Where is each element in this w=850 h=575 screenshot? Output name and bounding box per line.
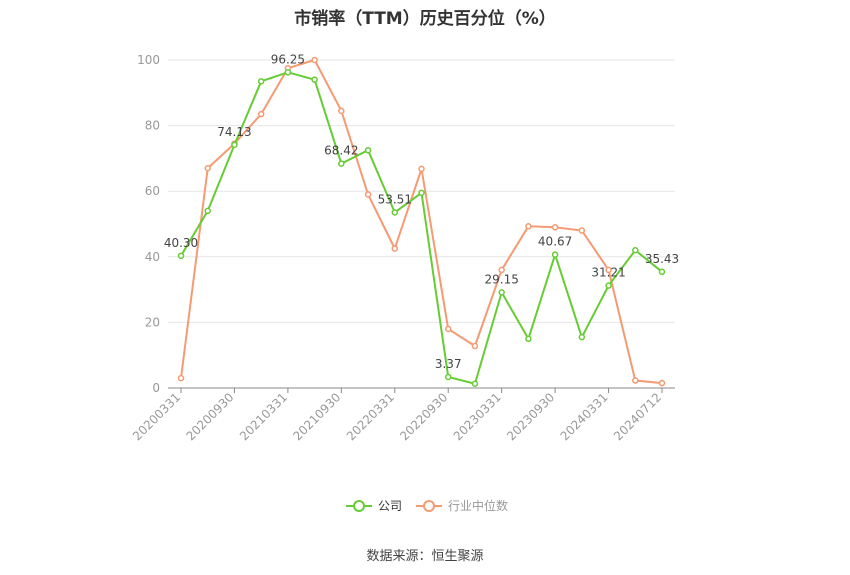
data-point xyxy=(471,342,479,350)
legend-label: 行业中位数 xyxy=(448,498,508,513)
data-point xyxy=(525,223,532,230)
data-label: 96.25 xyxy=(271,52,305,66)
data-point xyxy=(471,380,479,387)
data-point xyxy=(525,335,532,343)
data-label: 3.37 xyxy=(435,357,462,371)
data-point xyxy=(658,268,666,276)
data-point xyxy=(391,209,399,216)
grid-layer xyxy=(168,59,675,389)
x-tick-label: 20200930 xyxy=(183,390,236,443)
data-point xyxy=(204,207,211,215)
data-point xyxy=(257,110,265,118)
x-tick-label: 20230331 xyxy=(451,390,504,443)
data-point xyxy=(658,379,666,387)
x-tick-label: 20240712 xyxy=(611,390,664,443)
data-point xyxy=(551,224,559,231)
data-point xyxy=(444,373,452,381)
x-tick-label: 20210331 xyxy=(237,390,290,443)
data-point xyxy=(498,266,505,274)
data-point xyxy=(284,69,292,76)
series-line-industry xyxy=(180,59,663,385)
legend-marker xyxy=(423,500,435,512)
legend-label: 公司 xyxy=(378,499,402,513)
data-point xyxy=(498,289,505,296)
data-point xyxy=(364,146,372,154)
data-point xyxy=(578,227,586,234)
data-label: 68.42 xyxy=(324,144,358,158)
data-point xyxy=(257,78,265,85)
data-point xyxy=(418,189,425,197)
series-line-company xyxy=(180,71,663,385)
y-tick-label: 40 xyxy=(145,250,160,264)
data-point xyxy=(364,191,372,198)
legend-item-company[interactable]: 公司 xyxy=(346,499,402,513)
legend[interactable]: 公司 行业中位数 xyxy=(346,498,508,513)
x-tick-label: 20240331 xyxy=(558,390,611,443)
y-tick-label: 80 xyxy=(145,119,160,133)
data-label: 35.43 xyxy=(645,252,679,266)
data-point xyxy=(338,107,345,115)
source-note: 数据来源：恒生聚源 xyxy=(366,549,484,564)
data-point xyxy=(311,76,318,83)
chart-title: 市销率（TTM）历史百分位（%） xyxy=(294,9,556,29)
x-tick-label: 20200331 xyxy=(130,390,183,443)
x-tick-label: 20230930 xyxy=(504,390,557,443)
data-point xyxy=(632,377,639,384)
data-point xyxy=(605,282,612,289)
legend-item-industry[interactable]: 行业中位数 xyxy=(416,498,508,513)
data-point xyxy=(444,325,452,333)
data-point xyxy=(551,251,559,258)
y-tick-label: 0 xyxy=(152,381,160,395)
y-tick-label: 60 xyxy=(145,184,160,198)
data-label: 74.13 xyxy=(217,125,251,139)
data-label: 29.15 xyxy=(484,272,518,286)
legend-marker xyxy=(353,500,365,512)
data-point xyxy=(338,160,345,167)
label-layer: 40.30 74.13 96.25 68.42 53.51 3.37 29.15 40.67 3… xyxy=(164,52,679,371)
y-tick-label: 20 xyxy=(145,315,160,329)
data-point xyxy=(578,333,586,341)
data-point xyxy=(605,266,612,274)
data-point xyxy=(311,56,318,64)
data-label: 40.30 xyxy=(164,236,198,250)
data-label: 40.67 xyxy=(538,235,572,249)
data-point xyxy=(177,374,185,382)
data-point xyxy=(632,246,639,254)
data-point xyxy=(177,252,185,260)
data-point xyxy=(204,164,211,172)
x-tick-label: 20220930 xyxy=(397,390,450,443)
data-point xyxy=(418,165,425,173)
data-point xyxy=(231,141,238,149)
data-point xyxy=(391,245,399,252)
x-tick-label: 20220331 xyxy=(344,390,397,443)
x-tick-label: 20210930 xyxy=(290,390,343,443)
series-layer xyxy=(177,56,666,387)
data-label: 31.21 xyxy=(591,266,625,280)
y-tick-label: 100 xyxy=(137,53,160,67)
data-label: 53.51 xyxy=(378,192,412,206)
